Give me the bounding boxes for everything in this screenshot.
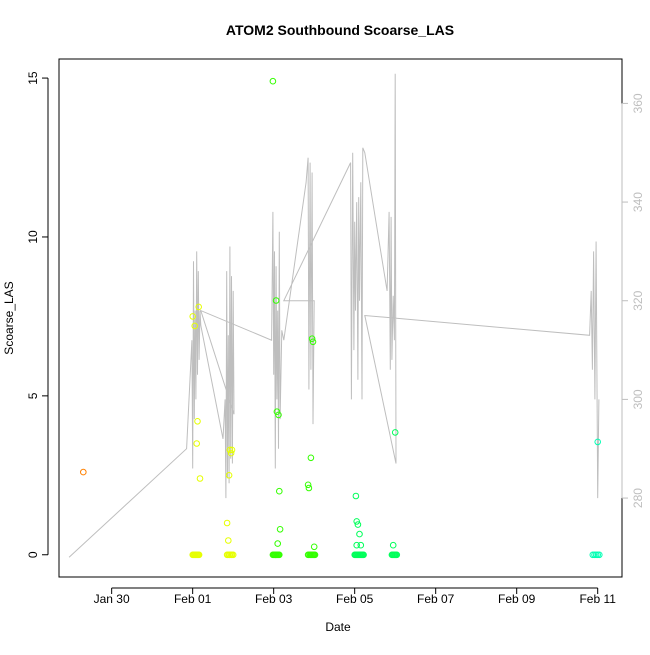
series-line-right-axis: [68, 73, 600, 558]
x-axis-label: Date: [325, 620, 351, 634]
data-point: [308, 335, 316, 343]
data-point: [272, 551, 280, 559]
data-point: [228, 446, 236, 454]
data-point: [225, 537, 232, 544]
x-tick-label: Feb 03: [255, 592, 293, 606]
data-point: [229, 551, 237, 559]
data-point: [352, 492, 360, 500]
right-y-tick-label: 280: [631, 488, 645, 508]
data-point: [194, 418, 201, 425]
data-point: [275, 411, 282, 419]
data-point: [389, 541, 397, 549]
data-point: [276, 487, 283, 495]
data-point: [223, 519, 231, 527]
data-point: [195, 551, 203, 559]
data-point: [353, 518, 361, 525]
data-point: [354, 521, 362, 528]
data-point: [274, 540, 282, 547]
y-tick-label: 10: [26, 230, 40, 244]
data-point: [226, 446, 234, 454]
data-point: [273, 408, 281, 416]
right-y-tick-label: 360: [631, 93, 645, 113]
data-point: [227, 449, 235, 457]
data-point: [594, 438, 602, 446]
y-tick-label: 0: [26, 551, 40, 558]
data-point: [596, 551, 603, 559]
data-point: [272, 297, 280, 304]
data-point: [360, 551, 367, 559]
right-y-tick-label: 300: [631, 389, 645, 409]
data-point: [357, 541, 365, 549]
data-point: [304, 481, 312, 489]
data-point: [305, 484, 313, 492]
x-tick-label: Feb 11: [579, 592, 616, 606]
right-y-axis: 280 300 320 340 360: [621, 93, 645, 508]
data-point: [353, 541, 361, 549]
scatter-points: [80, 77, 603, 559]
y-axis-label: Scoarse_LAS: [2, 281, 16, 354]
data-point: [309, 338, 317, 346]
x-tick-label: Feb 05: [336, 592, 374, 606]
data-point: [195, 303, 202, 311]
data-point: [225, 472, 233, 479]
data-point: [276, 526, 284, 533]
chart-title: ATOM2 Southbound Scoarse_LAS: [226, 22, 454, 38]
y-tick-label: 15: [26, 71, 40, 85]
data-point: [276, 551, 283, 559]
data-point: [310, 543, 318, 551]
data-point: [311, 551, 319, 559]
x-tick-label: Feb 09: [498, 592, 536, 606]
y-tick-label: 5: [26, 392, 40, 399]
data-point: [189, 313, 196, 320]
right-axis-line-series: [68, 73, 600, 558]
x-axis: Jan 30 Feb 01 Feb 03 Feb 05 Feb 07 Feb 09 Feb …: [94, 587, 616, 606]
y-axis: 0 5 10 15: [26, 71, 49, 558]
data-point: [393, 551, 401, 559]
right-y-tick-label: 340: [631, 192, 645, 212]
data-point: [196, 475, 204, 482]
x-tick-label: Feb 07: [417, 592, 455, 606]
data-point: [80, 468, 87, 476]
data-point: [193, 440, 200, 447]
right-y-tick-label: 320: [631, 290, 645, 310]
data-point: [191, 322, 198, 330]
x-tick-label: Feb 01: [174, 592, 212, 606]
data-point: [307, 454, 315, 462]
data-point: [356, 530, 363, 538]
x-tick-label: Jan 30: [94, 592, 130, 606]
data-point: [269, 77, 277, 85]
data-point: [391, 429, 399, 436]
